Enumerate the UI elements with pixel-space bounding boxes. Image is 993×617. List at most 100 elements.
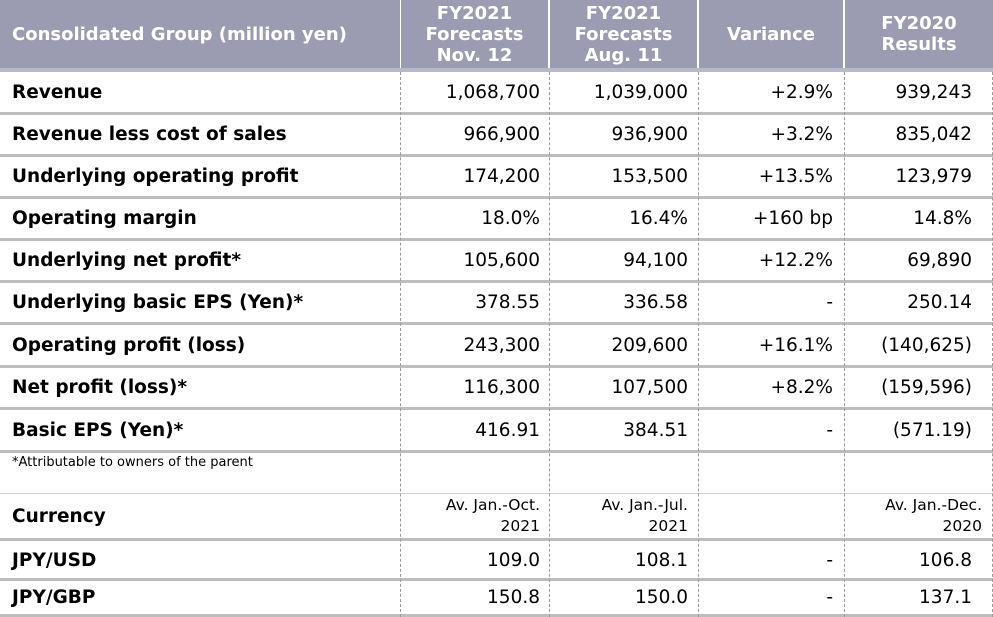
row-value-aug: 209,600 — [611, 335, 688, 356]
header-group-label: Consolidated Group (million yen) — [12, 23, 347, 45]
row-variance: - — [826, 420, 833, 441]
currency-fy2020-line2: 2020 — [942, 517, 982, 535]
table-row: Underlying net profit* 105,600 94,100 +1… — [0, 241, 993, 283]
row-separator — [0, 614, 993, 617]
row-label: Operating profit (loss) — [12, 335, 246, 356]
row-label: JPY/USD — [12, 550, 97, 571]
row-value-nov: 966,900 — [463, 124, 540, 145]
column-divider — [400, 72, 401, 617]
row-separator — [0, 538, 993, 541]
row-value-fy2020: 69,890 — [907, 250, 972, 271]
row-value-fy2020: (140,625) — [881, 335, 972, 356]
row-value-aug: 1,039,000 — [593, 82, 688, 103]
row-separator — [0, 238, 993, 241]
header-nov-line3: Nov. 12 — [436, 44, 513, 66]
row-value-fy2020: 137.1 — [919, 587, 972, 608]
header-aug-line1: FY2021 — [585, 2, 662, 24]
footnote-divider — [0, 493, 993, 494]
row-value-aug: 150.0 — [635, 587, 688, 608]
row-value-aug: 936,900 — [611, 124, 688, 145]
row-value-aug: 336.58 — [623, 292, 688, 313]
row-value-fy2020: 14.8% — [913, 208, 972, 229]
row-label: Operating margin — [12, 208, 197, 229]
currency-col-fy2020: Av. Jan.-Dec. 2020 — [885, 495, 982, 537]
row-variance: +12.2% — [758, 250, 833, 271]
row-separator — [0, 578, 993, 581]
row-variance: +8.2% — [770, 377, 833, 398]
row-value-nov: 243,300 — [463, 335, 540, 356]
row-variance: - — [826, 550, 833, 571]
table-row: Operating margin 18.0% 16.4% +160 bp 14.… — [0, 199, 993, 241]
row-variance: - — [826, 587, 833, 608]
table-row: Basic EPS (Yen)* 416.91 384.51 - (571.19… — [0, 410, 993, 453]
row-separator — [0, 196, 993, 199]
row-value-aug: 384.51 — [623, 420, 688, 441]
header-col-nov: FY2021 Forecasts Nov. 12 — [401, 0, 548, 68]
row-value-nov: 105,600 — [463, 250, 540, 271]
row-label: Revenue — [12, 82, 103, 103]
row-variance: +160 bp — [752, 208, 833, 229]
header-fy2020-line1: FY2020 — [881, 13, 957, 34]
header-col-variance: Variance — [699, 0, 843, 68]
row-value-fy2020: 939,243 — [895, 82, 972, 103]
row-variance: - — [826, 292, 833, 313]
row-value-nov: 116,300 — [463, 377, 540, 398]
column-divider — [844, 72, 845, 617]
row-value-fy2020: (159,596) — [881, 377, 972, 398]
row-separator — [0, 365, 993, 368]
table-row: Underlying basic EPS (Yen)* 378.55 336.5… — [0, 283, 993, 325]
row-value-fy2020: 106.8 — [919, 550, 972, 571]
table-row: Net profit (loss)* 116,300 107,500 +8.2%… — [0, 368, 993, 410]
header-col-fy2020: FY2020 Results — [845, 0, 993, 68]
row-label: Revenue less cost of sales — [12, 124, 287, 145]
header-variance-label: Variance — [727, 23, 815, 45]
row-variance: +13.5% — [758, 166, 833, 187]
currency-nov-line1: Av. Jan.-Oct. — [445, 496, 540, 514]
row-value-aug: 107,500 — [611, 377, 688, 398]
row-value-fy2020: 835,042 — [895, 124, 972, 145]
header-col-group: Consolidated Group (million yen) — [0, 0, 400, 68]
row-value-fy2020: 250.14 — [907, 292, 972, 313]
row-label: JPY/GBP — [12, 587, 96, 608]
row-separator — [0, 450, 993, 453]
currency-fy2020-line1: Av. Jan.-Dec. — [885, 496, 982, 514]
table-row: Underlying operating profit 174,200 153,… — [0, 157, 993, 199]
row-label: Basic EPS (Yen)* — [12, 420, 184, 441]
column-divider — [549, 72, 550, 617]
footnote-row: *Attributable to owners of the parent — [0, 453, 993, 493]
table-row: Operating profit (loss) 243,300 209,600 … — [0, 325, 993, 368]
header-nov-line2: Forecasts — [425, 23, 524, 45]
row-variance: +16.1% — [758, 335, 833, 356]
row-label: Underlying basic EPS (Yen)* — [12, 292, 304, 313]
row-value-nov: 1,068,700 — [445, 82, 540, 103]
currency-label: Currency — [12, 506, 106, 527]
row-value-fy2020: 123,979 — [895, 166, 972, 187]
row-separator — [0, 112, 993, 115]
currency-header-row: Currency Av. Jan.-Oct. 2021 Av. Jan.-Jul… — [0, 494, 993, 541]
row-value-nov: 174,200 — [463, 166, 540, 187]
row-separator — [0, 154, 993, 157]
currency-row: JPY/USD 109.0 108.1 - 106.8 — [0, 541, 993, 581]
header-aug-line2: Forecasts — [574, 23, 673, 45]
header-aug-line3: Aug. 11 — [584, 44, 663, 66]
currency-nov-line2: 2021 — [500, 517, 540, 535]
table-row: Revenue 1,068,700 1,039,000 +2.9% 939,24… — [0, 72, 993, 115]
row-value-aug: 16.4% — [629, 208, 688, 229]
row-variance: +3.2% — [770, 124, 833, 145]
row-variance: +2.9% — [770, 82, 833, 103]
header-fy2020-line2: Results — [881, 34, 957, 55]
row-value-aug: 153,500 — [611, 166, 688, 187]
row-value-fy2020: (571.19) — [892, 420, 972, 441]
row-value-aug: 94,100 — [623, 250, 688, 271]
row-label: Underlying operating profit — [12, 166, 299, 187]
row-value-nov: 109.0 — [487, 550, 540, 571]
row-value-nov: 416.91 — [475, 420, 540, 441]
row-value-aug: 108.1 — [635, 550, 688, 571]
table-row: Revenue less cost of sales 966,900 936,9… — [0, 115, 993, 157]
row-label: Net profit (loss)* — [12, 377, 188, 398]
currency-col-aug: Av. Jan.-Jul. 2021 — [602, 495, 688, 537]
row-separator — [0, 280, 993, 283]
row-separator — [0, 407, 993, 410]
footnote: *Attributable to owners of the parent — [12, 455, 253, 470]
